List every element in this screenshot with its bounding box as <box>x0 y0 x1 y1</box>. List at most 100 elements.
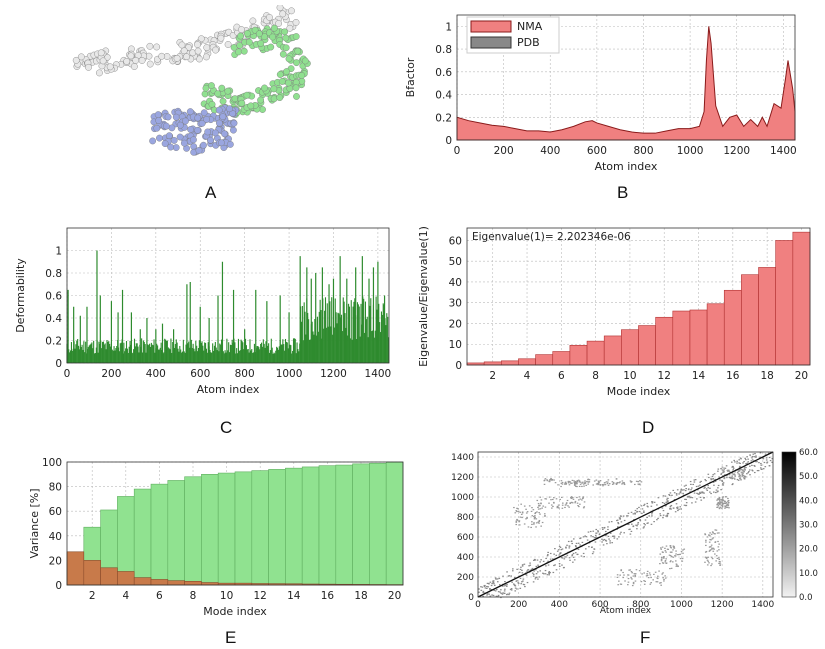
covariance-dot <box>652 579 654 581</box>
legend-label-pdb: PDB <box>517 36 540 49</box>
covariance-dot <box>675 493 678 495</box>
covariance-dot <box>728 471 731 473</box>
covariance-dot <box>558 565 561 567</box>
covariance-dot <box>766 462 768 464</box>
covariance-dot <box>683 489 685 491</box>
covariance-dot <box>719 479 721 481</box>
covariance-dot <box>709 538 711 541</box>
covariance-dot <box>520 566 522 568</box>
covariance-dot <box>495 578 497 580</box>
x-tick-label: 4 <box>524 370 531 382</box>
covariance-dot <box>647 577 650 579</box>
covariance-dot <box>488 583 490 585</box>
covariance-dot <box>740 471 743 473</box>
covariance-dot <box>521 572 524 574</box>
covariance-dot <box>737 473 740 475</box>
x-tick-label: 0 <box>64 368 71 380</box>
covariance-dot <box>723 469 725 471</box>
covariance-dot <box>745 463 747 465</box>
covariance-dot <box>638 506 640 509</box>
atom-green <box>276 71 284 78</box>
covariance-dot <box>687 488 690 491</box>
covariance-dot <box>623 519 626 522</box>
covariance-dot <box>568 545 571 547</box>
eigenvalue-chart: 0 10 20 30 40 50 60 2 4 6 8 10 12 14 16 18 20 Mode index E… <box>417 226 811 398</box>
atom-green <box>279 50 287 58</box>
atom-white <box>194 47 202 55</box>
atom-blue <box>230 126 237 134</box>
covariance-dot <box>539 570 542 572</box>
covariance-dot <box>744 457 746 459</box>
covariance-dot <box>616 574 619 576</box>
covariance-dot <box>718 543 720 545</box>
atom-blue <box>187 126 195 133</box>
atom-white <box>173 54 181 62</box>
covariance-dot <box>714 533 716 535</box>
covariance-dot <box>500 596 502 599</box>
x-tick-label: 16 <box>726 370 740 382</box>
covariance-dot <box>726 476 728 479</box>
covariance-dot <box>490 589 493 591</box>
covariance-dot <box>569 497 572 499</box>
covariance-dot <box>592 536 594 538</box>
covariance-dot <box>725 506 727 508</box>
covariance-dot <box>611 542 613 544</box>
covariance-dot <box>570 496 573 498</box>
covariance-dot <box>609 540 611 542</box>
covariance-dot <box>559 498 561 501</box>
covariance-dot <box>550 479 553 481</box>
covariance-dot <box>572 498 575 500</box>
covariance-dot <box>665 545 668 547</box>
covariance-dot <box>554 548 556 550</box>
covariance-dot <box>733 459 736 462</box>
covariance-dot <box>720 489 722 491</box>
atom-white <box>275 20 282 27</box>
panel-e: 0 20 40 60 80 100 2 4 6 8 10 12 14 16 18 20 Mode index Va… <box>28 450 410 618</box>
covariance-dot <box>661 546 664 548</box>
covariance-dot <box>483 585 486 588</box>
covariance-dot <box>511 581 513 583</box>
covariance-dot <box>629 480 632 482</box>
covariance-dot <box>621 480 624 482</box>
atom-blue <box>200 109 208 117</box>
covariance-dot <box>508 592 511 594</box>
covariance-dot <box>628 569 630 571</box>
covariance-dot <box>500 589 502 591</box>
covariance-dot <box>587 478 590 480</box>
covariance-dot <box>561 564 563 566</box>
covariance-dot <box>559 546 562 549</box>
atom-blue <box>165 132 173 140</box>
atom-white <box>217 34 225 42</box>
covariance-dot <box>514 512 517 514</box>
covariance-dot <box>549 572 551 574</box>
covariance-dot <box>741 475 743 477</box>
covariance-dot <box>621 482 624 484</box>
covariance-dot <box>546 555 549 557</box>
covariance-dot <box>639 518 641 521</box>
covariance-dot <box>648 572 651 574</box>
covariance-dot <box>620 515 622 517</box>
covariance-dot <box>582 536 585 538</box>
covariance-dot <box>618 536 620 538</box>
covariance-dot <box>530 526 532 529</box>
covariance-dot <box>577 548 580 551</box>
covariance-dot <box>719 561 721 563</box>
covariance-dot <box>535 569 537 571</box>
x-tick-label: 2 <box>489 370 496 382</box>
atom-blue <box>154 111 162 119</box>
covariance-dot <box>537 565 540 567</box>
covariance-dot <box>592 484 595 486</box>
covariance-dot <box>715 560 717 562</box>
covariance-dot <box>522 580 524 582</box>
covariance-dot <box>749 465 751 467</box>
covariance-dot <box>621 483 623 485</box>
covariance-dot <box>551 498 554 501</box>
covariance-dot <box>491 594 493 596</box>
covariance-dot <box>597 483 599 486</box>
atom-green <box>293 93 300 100</box>
covariance-dot <box>683 504 686 506</box>
atom-white <box>195 55 203 63</box>
covariance-dot <box>608 521 611 523</box>
covariance-dot <box>677 509 679 512</box>
covariance-dot <box>493 589 496 592</box>
